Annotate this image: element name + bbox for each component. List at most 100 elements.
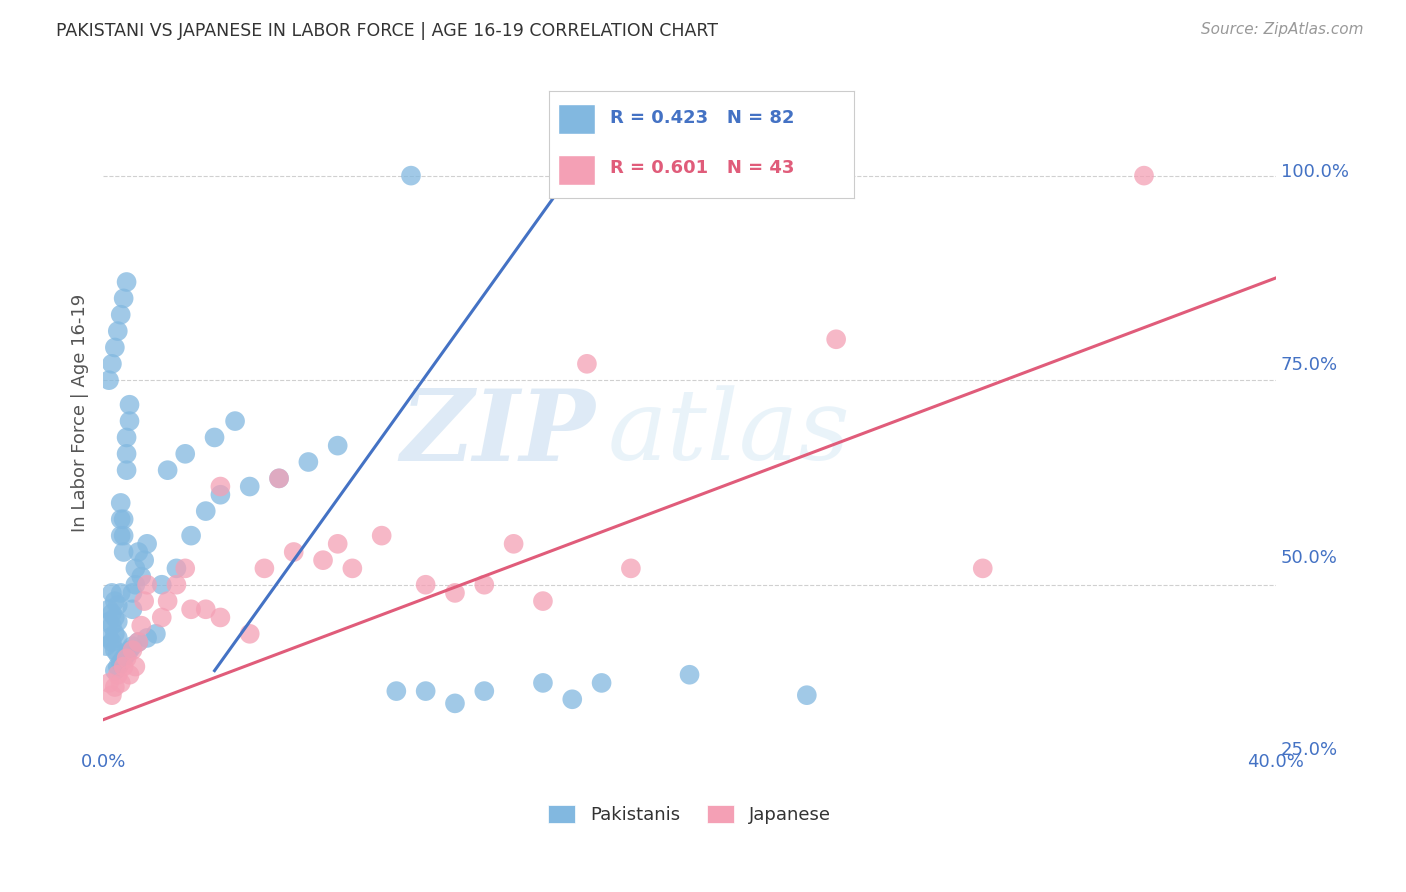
Pakistanis (591, 676, 613, 690)
Pakistanis (796, 688, 818, 702)
Pakistanis (150, 578, 173, 592)
Pakistanis (115, 447, 138, 461)
Japanese (1133, 169, 1156, 183)
Pakistanis (98, 631, 121, 645)
Japanese (127, 635, 149, 649)
Pakistanis (118, 398, 141, 412)
Pakistanis (98, 373, 121, 387)
Japanese (98, 676, 121, 690)
Pakistanis (104, 610, 127, 624)
Pakistanis (239, 479, 262, 493)
Pakistanis (110, 512, 132, 526)
Japanese (444, 765, 467, 780)
Pakistanis (209, 488, 232, 502)
Pakistanis (104, 341, 127, 355)
Japanese (180, 602, 202, 616)
Pakistanis (107, 324, 129, 338)
Pakistanis (385, 684, 408, 698)
Pakistanis (115, 647, 138, 661)
Pakistanis (112, 512, 135, 526)
Japanese (209, 479, 232, 493)
Japanese (134, 594, 156, 608)
Pakistanis (561, 169, 583, 183)
Japanese (104, 680, 127, 694)
Japanese (194, 602, 217, 616)
Pakistanis (145, 627, 167, 641)
Japanese (209, 610, 232, 624)
Pakistanis (127, 635, 149, 649)
Pakistanis (118, 643, 141, 657)
Pakistanis (94, 639, 117, 653)
Pakistanis (121, 586, 143, 600)
Pakistanis (139, 774, 162, 789)
Pakistanis (174, 447, 197, 461)
Japanese (444, 586, 467, 600)
Japanese (136, 578, 159, 592)
Japanese (972, 561, 994, 575)
Text: atlas: atlas (607, 385, 851, 481)
Pakistanis (101, 618, 124, 632)
Pakistanis (107, 631, 129, 645)
Pakistanis (115, 463, 138, 477)
Pakistanis (104, 627, 127, 641)
Pakistanis (107, 659, 129, 673)
Japanese (502, 537, 524, 551)
Pakistanis (115, 275, 138, 289)
Japanese (472, 578, 495, 592)
Japanese (107, 667, 129, 681)
Pakistanis (110, 308, 132, 322)
Pakistanis (297, 455, 319, 469)
Pakistanis (678, 667, 700, 681)
Pakistanis (112, 291, 135, 305)
Pakistanis (399, 169, 422, 183)
Pakistanis (136, 631, 159, 645)
Japanese (283, 545, 305, 559)
Pakistanis (124, 561, 146, 575)
Pakistanis (101, 635, 124, 649)
Japanese (253, 561, 276, 575)
Japanese (415, 578, 437, 592)
Pakistanis (98, 615, 121, 629)
Japanese (112, 659, 135, 673)
Pakistanis (561, 692, 583, 706)
Pakistanis (112, 651, 135, 665)
Pakistanis (110, 528, 132, 542)
Text: PAKISTANI VS JAPANESE IN LABOR FORCE | AGE 16-19 CORRELATION CHART: PAKISTANI VS JAPANESE IN LABOR FORCE | A… (56, 22, 718, 40)
Pakistanis (110, 656, 132, 670)
Pakistanis (104, 643, 127, 657)
Pakistanis (104, 664, 127, 678)
Japanese (156, 594, 179, 608)
Japanese (267, 471, 290, 485)
Pakistanis (204, 430, 226, 444)
Japanese (129, 618, 152, 632)
Japanese (239, 627, 262, 641)
Pakistanis (112, 545, 135, 559)
Japanese (101, 688, 124, 702)
Y-axis label: In Labor Force | Age 16-19: In Labor Force | Age 16-19 (72, 293, 89, 532)
Pakistanis (101, 357, 124, 371)
Pakistanis (134, 553, 156, 567)
Pakistanis (224, 414, 246, 428)
Japanese (326, 537, 349, 551)
Pakistanis (101, 586, 124, 600)
Pakistanis (129, 569, 152, 583)
Pakistanis (112, 528, 135, 542)
Pakistanis (124, 578, 146, 592)
Pakistanis (472, 684, 495, 698)
Pakistanis (136, 537, 159, 551)
Pakistanis (101, 607, 124, 621)
Pakistanis (165, 561, 187, 575)
Pakistanis (115, 430, 138, 444)
Japanese (115, 651, 138, 665)
Japanese (124, 659, 146, 673)
Legend: Pakistanis, Japanese: Pakistanis, Japanese (541, 797, 838, 831)
Japanese (174, 561, 197, 575)
Japanese (121, 643, 143, 657)
Japanese (110, 676, 132, 690)
Pakistanis (104, 594, 127, 608)
Pakistanis (107, 647, 129, 661)
Pakistanis (326, 439, 349, 453)
Pakistanis (180, 528, 202, 542)
Japanese (165, 578, 187, 592)
Japanese (575, 357, 598, 371)
